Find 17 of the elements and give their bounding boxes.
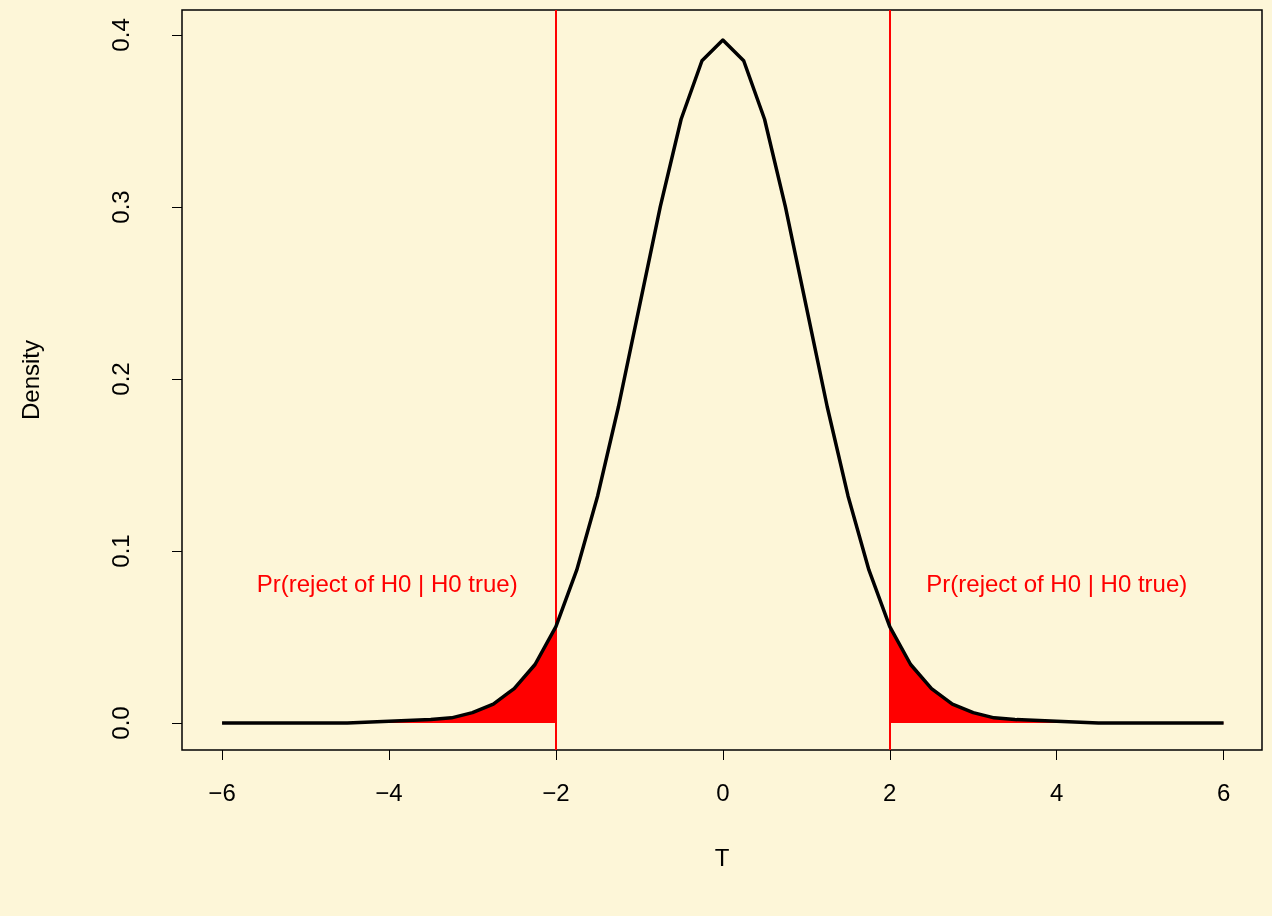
x-tick-label: 2 [883,778,897,806]
x-tick-label: −2 [542,778,570,806]
x-tick-label: 6 [1216,778,1231,806]
y-axis-title: Density [16,339,44,421]
x-axis-title: T [714,843,730,871]
line-series [220,38,1226,725]
annotation: Pr(reject of H0 | H0 true) [926,569,1188,597]
x-tick-label: −6 [208,778,236,806]
x-tick-label: −4 [375,778,403,806]
y-tick-label: 0.1 [106,534,134,568]
x-tick-label: 4 [1050,778,1064,806]
y-tick-label: 0.0 [106,706,134,740]
annotation: Pr(reject of H0 | H0 true) [256,569,518,597]
y-tick-label: 0.3 [106,190,134,224]
x-tick-label: 0 [716,778,730,806]
y-tick-label: 0.4 [106,18,134,52]
y-tick-label: 0.2 [106,362,134,396]
